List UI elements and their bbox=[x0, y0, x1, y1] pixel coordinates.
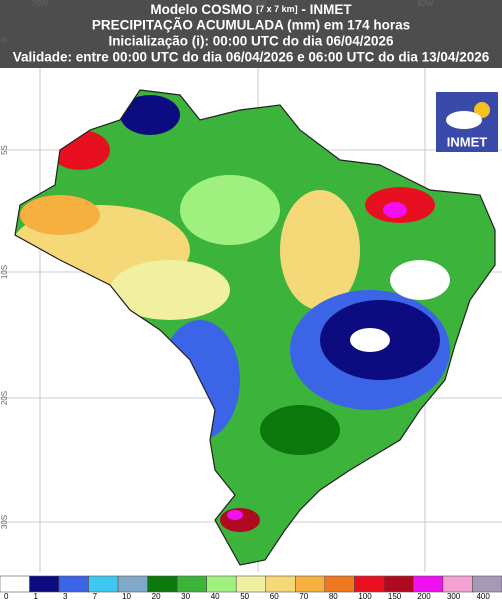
legend-label: 0 bbox=[4, 592, 9, 601]
legend-swatch bbox=[235, 575, 267, 593]
title-source: - INMET bbox=[301, 2, 352, 17]
longitude-label: 40W bbox=[417, 0, 434, 8]
logo: INMET bbox=[436, 92, 498, 152]
legend-label: 200 bbox=[417, 592, 431, 601]
legend-swatch bbox=[413, 575, 444, 593]
legend-label: 40 bbox=[211, 592, 220, 601]
legend-swatch bbox=[117, 575, 148, 593]
legend-swatch bbox=[147, 575, 178, 593]
legend-label: 100 bbox=[358, 592, 372, 601]
legend-swatch bbox=[29, 575, 60, 593]
legend-swatch bbox=[472, 575, 502, 593]
legend-swatch bbox=[354, 575, 385, 593]
legend-swatch bbox=[265, 575, 296, 593]
legend-swatch bbox=[324, 575, 355, 593]
legend-label: 150 bbox=[388, 592, 402, 601]
legend-swatch bbox=[0, 575, 30, 593]
country-outline bbox=[14, 89, 496, 566]
legend-label: 20 bbox=[152, 592, 161, 601]
legend-label: 10 bbox=[122, 592, 131, 601]
longitude-labels: 70W 50W 40W bbox=[32, 0, 434, 8]
latitude-label: 20S bbox=[0, 391, 9, 405]
longitude-label: 70W bbox=[32, 0, 49, 8]
legend-swatch bbox=[88, 575, 119, 593]
legend-swatch bbox=[383, 575, 414, 593]
legend-swatch bbox=[206, 575, 237, 593]
legend-swatch bbox=[176, 575, 208, 593]
legend-label: 60 bbox=[270, 592, 279, 601]
legend-label: 1 bbox=[34, 592, 39, 601]
legend-label: 50 bbox=[240, 592, 249, 601]
logo-text: INMET bbox=[447, 134, 488, 149]
legend-label: 7 bbox=[93, 592, 98, 601]
legend-swatch bbox=[58, 575, 89, 593]
title-line: PRECIPITAÇÃO ACUMULADA (mm) em 174 horas bbox=[92, 18, 410, 33]
legend-label: 80 bbox=[329, 592, 338, 601]
legend-label: 30 bbox=[181, 592, 190, 601]
title: Modelo COSMO [7 x 7 km] - INMET bbox=[150, 2, 352, 17]
legend-label: 400 bbox=[476, 592, 490, 601]
legend-label: 3 bbox=[63, 592, 68, 601]
latitude-label: 30S bbox=[0, 515, 9, 529]
title-line: Validade: entre 00:00 UTC do dia 06/04/2… bbox=[13, 50, 490, 65]
title-bar bbox=[0, 0, 502, 68]
latitude-label: 0 bbox=[0, 37, 9, 42]
longitude-label: 50W bbox=[250, 0, 267, 8]
title-line: Inicialização (i): 00:00 UTC do dia 06/0… bbox=[108, 34, 394, 49]
latitude-labels: 0 5S 10S 20S 30S bbox=[0, 37, 9, 529]
legend: 0 1 3 7 10 20 30 40 50 60 70 80 100 150 200 300 400 bbox=[0, 575, 502, 601]
latitude-label: 10S bbox=[0, 265, 9, 279]
legend-label: 300 bbox=[447, 592, 461, 601]
latitude-label: 5S bbox=[0, 145, 9, 155]
title-model: Modelo COSMO bbox=[150, 2, 252, 17]
legend-swatch bbox=[294, 575, 326, 593]
title-resolution: [7 x 7 km] bbox=[256, 4, 298, 14]
legend-swatch bbox=[442, 575, 473, 593]
legend-label: 70 bbox=[299, 592, 308, 601]
